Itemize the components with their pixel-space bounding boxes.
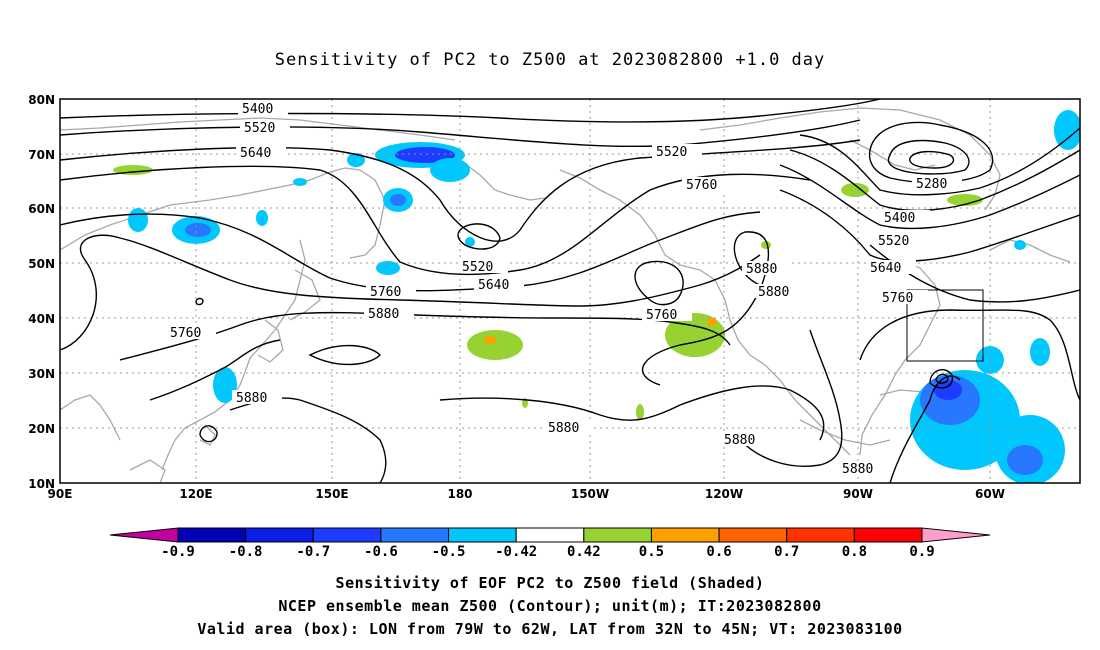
colorbar-tick-label: 0.6 <box>706 544 732 560</box>
contour-label: 5640 <box>478 278 509 293</box>
colorbar-tick-label: 0.5 <box>638 544 665 560</box>
lat-label: 60N <box>28 202 55 216</box>
colorbar-segment <box>177 527 247 543</box>
colorbar-tick-label: -0.6 <box>364 544 398 560</box>
colorbar-tick-label: -0.8 <box>228 544 263 560</box>
colorbar-tick-label: 0.7 <box>774 544 800 560</box>
lon-label: 180 <box>447 487 472 501</box>
contour-label: 5760 <box>882 291 913 306</box>
colorbar-tick-label: -0.9 <box>161 544 195 560</box>
colorbar-segment <box>380 527 450 543</box>
lat-label: 50N <box>28 257 55 271</box>
lat-axis: 80N 70N 60N 50N 40N 30N 20N 10N <box>28 93 55 491</box>
contour-label: 5280 <box>916 177 947 192</box>
contour-label: 5880 <box>368 307 399 322</box>
contour-label: 5760 <box>646 308 677 323</box>
contour-label: 5400 <box>242 102 273 117</box>
caption-contour: NCEP ensemble mean Z500 (Contour); unit(… <box>278 597 822 615</box>
contour-label: 5640 <box>240 146 271 161</box>
colorbar-tick-label: -0.42 <box>495 544 538 560</box>
lon-label: 120W <box>705 487 743 501</box>
colorbar-segment <box>853 527 923 543</box>
colorbar-segment <box>583 527 652 543</box>
colorbar-tick-label: 0.42 <box>566 544 601 560</box>
contour-label: 5520 <box>244 121 275 136</box>
colorbar-max-arrow <box>921 527 991 543</box>
colorbar-segment <box>786 527 855 543</box>
map-frame <box>59 98 1081 484</box>
contour-label: 5520 <box>656 145 687 160</box>
contour-label: 5520 <box>878 234 909 249</box>
contour-label: 5880 <box>842 462 873 477</box>
lat-label: 80N <box>28 93 55 107</box>
lat-label: 30N <box>28 367 55 381</box>
colorbar <box>109 527 991 543</box>
caption-shaded: Sensitivity of EOF PC2 to Z500 field (Sh… <box>335 574 765 592</box>
contour-label: 5880 <box>724 433 755 448</box>
chart-title: Sensitivity of PC2 to Z500 at 2023082800… <box>274 50 826 70</box>
lat-label: 10N <box>28 477 55 491</box>
contour-label: 5880 <box>758 285 789 300</box>
valid-area-box <box>906 289 984 362</box>
colorbar-segment <box>650 527 720 543</box>
colorbar-segment <box>718 527 788 543</box>
colorbar-tick-label: 0.8 <box>841 544 868 560</box>
colorbar-segment <box>448 527 517 543</box>
colorbar-tick-label: -0.5 <box>431 544 466 560</box>
lon-label: 120E <box>179 487 212 501</box>
contour-labels: 5400 5520 5640 5520 5760 5280 5400 5520 … <box>166 101 962 477</box>
contour-label: 5400 <box>884 211 915 226</box>
contour-label: 5760 <box>686 178 717 193</box>
colorbar-tick-label: -0.7 <box>296 544 331 560</box>
lon-label: 150W <box>571 487 609 501</box>
lon-axis: 90E 120E 150E 180 150W 120W 90W 60W <box>48 487 1005 501</box>
contour-label: 5880 <box>746 262 777 277</box>
colorbar-tick-label: 0.9 <box>909 544 935 560</box>
colorbar-segment <box>312 527 382 543</box>
lon-label: 90W <box>843 487 873 501</box>
lon-label: 90E <box>48 487 73 501</box>
contour-label: 5880 <box>548 421 579 436</box>
lat-label: 40N <box>28 312 55 326</box>
contour-label: 5760 <box>370 285 401 300</box>
colorbar-segment <box>245 527 314 543</box>
caption-valid-area: Valid area (box): LON from 79W to 62W, L… <box>197 620 903 638</box>
lon-label: 150E <box>315 487 348 501</box>
lat-label: 70N <box>28 148 55 162</box>
colorbar-segment <box>515 527 585 543</box>
lon-label: 60W <box>975 487 1005 501</box>
colorbar-min-arrow <box>109 527 179 543</box>
lat-label: 20N <box>28 422 55 436</box>
contour-label: 5880 <box>236 391 267 406</box>
contour-label: 5760 <box>170 326 201 341</box>
contour-label: 5520 <box>462 260 493 275</box>
contour-label: 5640 <box>870 261 901 276</box>
